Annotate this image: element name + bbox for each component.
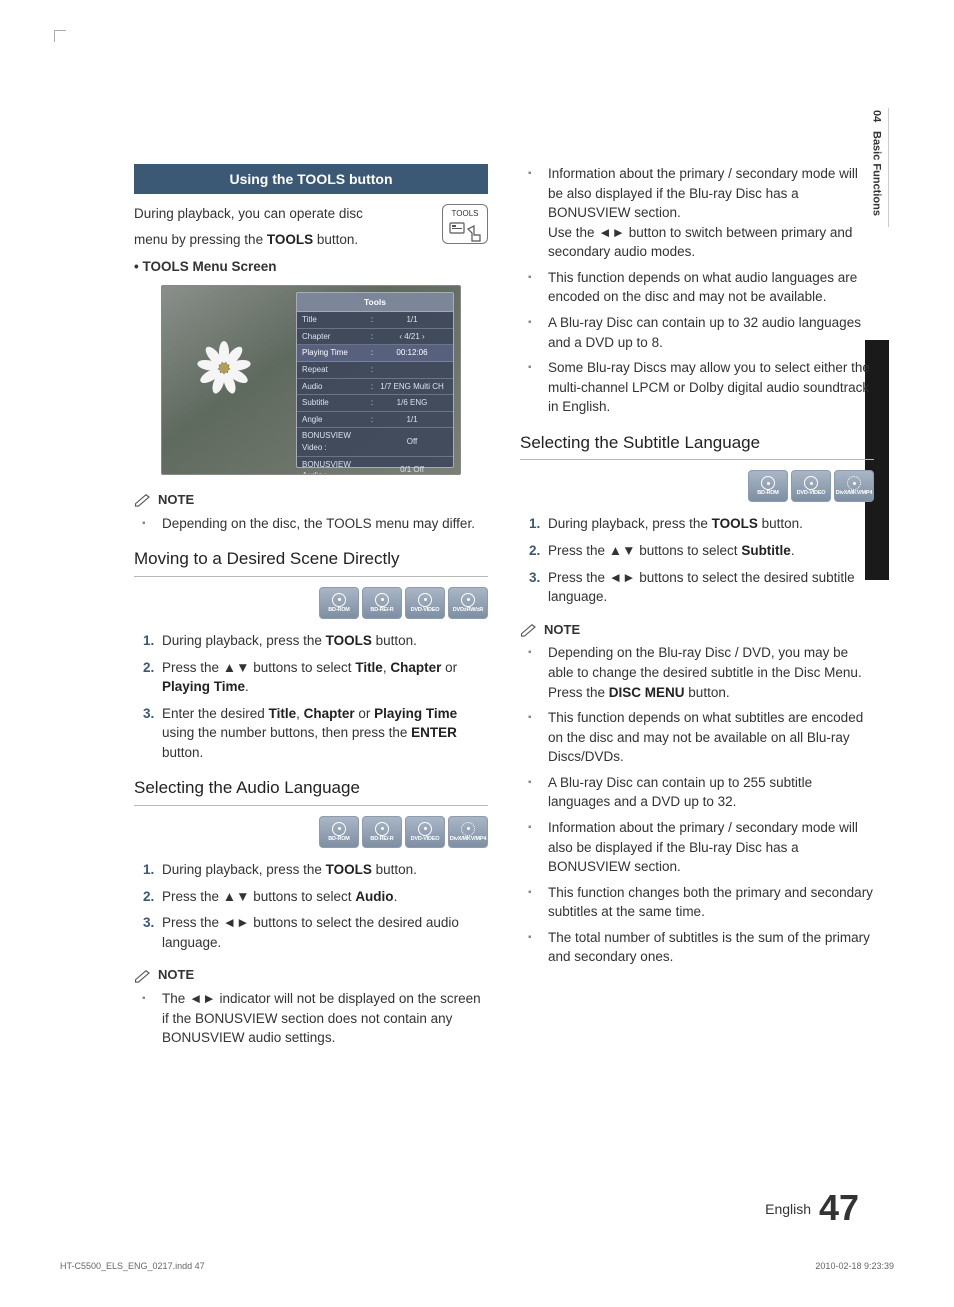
note-list-2: The ◄► indicator will not be displayed o… <box>134 989 488 1048</box>
tools-menu-screenshot: Tools Title:1/1Chapter:‹ 4/21 ›Playing T… <box>161 285 461 475</box>
disc-badge: BD-RE/-R <box>362 587 402 619</box>
note-item: A Blu-ray Disc can contain up to 32 audi… <box>544 313 874 352</box>
disc-badge: BD-RE/-R <box>362 816 402 848</box>
steps-audio-lang: During playback, press the TOOLS button.… <box>134 860 488 952</box>
tools-row: Title:1/1 <box>297 312 453 329</box>
step-item: Press the ▲▼ buttons to select Title, Ch… <box>158 658 488 697</box>
note-label-3: NOTE <box>544 621 580 640</box>
tools-row: Playing Time:00:12:06 <box>297 345 453 362</box>
disc-badge: DVD-VIDEO <box>791 470 831 502</box>
footer-page-number: 47 <box>819 1187 859 1228</box>
note-list-1: Depending on the disc, the TOOLS menu ma… <box>134 514 488 534</box>
note-heading-3: NOTE <box>520 621 874 640</box>
tools-row: Audio:1/7 ENG Multi CH <box>297 379 453 396</box>
note-label: NOTE <box>158 491 194 510</box>
print-info-line: HT-C5500_ELS_ENG_0217.indd 47 2010-02-18… <box>60 1261 894 1271</box>
disc-badge: DivX/MKV/MP4 <box>834 470 874 502</box>
pencil-icon <box>134 493 152 507</box>
note-item: A Blu-ray Disc can contain up to 255 sub… <box>544 773 874 812</box>
tools-row: Repeat: <box>297 362 453 379</box>
footer-language: English <box>765 1201 811 1217</box>
note-item: This function changes both the primary a… <box>544 883 874 922</box>
note-item: Information about the primary / secondar… <box>544 818 874 877</box>
right-column: Information about the primary / secondar… <box>520 164 874 1062</box>
note-label-2: NOTE <box>158 966 194 985</box>
step-item: Press the ▲▼ buttons to select Subtitle. <box>544 541 874 561</box>
disc-badge: BD-ROM <box>748 470 788 502</box>
tools-icon-label: TOOLS <box>443 208 487 220</box>
content-columns: Using the TOOLS button During playback, … <box>134 164 874 1062</box>
disc-badges-1: BD-ROMBD-RE/-RDVD-VIDEODVD±RW/±R <box>134 587 488 619</box>
steps-moving-scene: During playback, press the TOOLS button.… <box>134 631 488 762</box>
top-bullet-list: Information about the primary / secondar… <box>520 164 874 417</box>
step-item: During playback, press the TOOLS button. <box>544 514 874 534</box>
chapter-number: 04 <box>871 108 883 128</box>
tools-panel-header: Tools <box>297 293 453 312</box>
heading-moving-scene: Moving to a Desired Scene Directly <box>134 547 488 577</box>
menu-screen-label: TOOLS Menu Screen <box>134 257 488 277</box>
tools-osd-panel: Tools Title:1/1Chapter:‹ 4/21 ›Playing T… <box>296 292 454 468</box>
note-item: The total number of subtitles is the sum… <box>544 928 874 967</box>
tools-row: BONUSVIEW Audio :0/1 Off <box>297 457 453 475</box>
note-item: The ◄► indicator will not be displayed o… <box>158 989 488 1048</box>
disc-badge: DVD-VIDEO <box>405 587 445 619</box>
note-item: Depending on the disc, the TOOLS menu ma… <box>158 514 488 534</box>
heading-audio-lang: Selecting the Audio Language <box>134 776 488 806</box>
note-item: This function depends on what subtitles … <box>544 708 874 767</box>
note-item: Some Blu-ray Discs may allow you to sele… <box>544 358 874 417</box>
disc-badge: DVD-VIDEO <box>405 816 445 848</box>
note-list-3: Depending on the Blu-ray Disc / DVD, you… <box>520 643 874 966</box>
step-item: During playback, press the TOOLS button. <box>158 860 488 880</box>
disc-badge: DivX/MKV/MP4 <box>448 816 488 848</box>
tools-button-illustration: TOOLS <box>442 204 488 244</box>
disc-badge: BD-ROM <box>319 816 359 848</box>
steps-subtitle-lang: During playback, press the TOOLS button.… <box>520 514 874 606</box>
tools-row: Angle:1/1 <box>297 412 453 429</box>
crop-mark <box>54 30 66 42</box>
flower-decoration <box>197 341 251 395</box>
manual-page: 04 Basic Functions Using the TOOLS butto… <box>0 0 954 1307</box>
pencil-icon <box>520 623 538 637</box>
note-item: Information about the primary / secondar… <box>544 164 874 262</box>
tools-panel-rows: Title:1/1Chapter:‹ 4/21 ›Playing Time:00… <box>297 312 453 475</box>
print-timestamp: 2010-02-18 9:23:39 <box>815 1261 894 1271</box>
section-heading: Using the TOOLS button <box>134 164 488 194</box>
tools-row: Chapter:‹ 4/21 › <box>297 329 453 346</box>
step-item: Press the ◄► buttons to select the desir… <box>158 913 488 952</box>
tools-row: BONUSVIEW Video :Off <box>297 428 453 456</box>
step-item: Enter the desired Title, Chapter or Play… <box>158 704 488 763</box>
page-footer: English 47 <box>765 1187 859 1229</box>
disc-badges-2: BD-ROMBD-RE/-RDVD-VIDEODivX/MKV/MP4 <box>134 816 488 848</box>
intro-text2c: button. <box>313 232 358 247</box>
intro-text: During playback, you can operate disc <box>134 206 363 221</box>
heading-subtitle-lang: Selecting the Subtitle Language <box>520 431 874 461</box>
print-file: HT-C5500_ELS_ENG_0217.indd 47 <box>60 1261 205 1271</box>
step-item: During playback, press the TOOLS button. <box>158 631 488 651</box>
disc-badge: BD-ROM <box>319 587 359 619</box>
disc-badges-3: BD-ROMDVD-VIDEODivX/MKV/MP4 <box>520 470 874 502</box>
note-item: This function depends on what audio lang… <box>544 268 874 307</box>
note-item: Depending on the Blu-ray Disc / DVD, you… <box>544 643 874 702</box>
note-heading: NOTE <box>134 491 488 510</box>
tools-row: Subtitle:1/6 ENG <box>297 395 453 412</box>
intro-bold-tools: TOOLS <box>267 232 313 247</box>
note-heading-2: NOTE <box>134 966 488 985</box>
disc-badge: DVD±RW/±R <box>448 587 488 619</box>
left-column: Using the TOOLS button During playback, … <box>134 164 488 1062</box>
intro-text2a: menu by pressing the <box>134 232 267 247</box>
step-item: Press the ◄► buttons to select the desir… <box>544 568 874 607</box>
pencil-icon <box>134 969 152 983</box>
intro-block: During playback, you can operate disc me… <box>134 204 488 249</box>
step-item: Press the ▲▼ buttons to select Audio. <box>158 887 488 907</box>
